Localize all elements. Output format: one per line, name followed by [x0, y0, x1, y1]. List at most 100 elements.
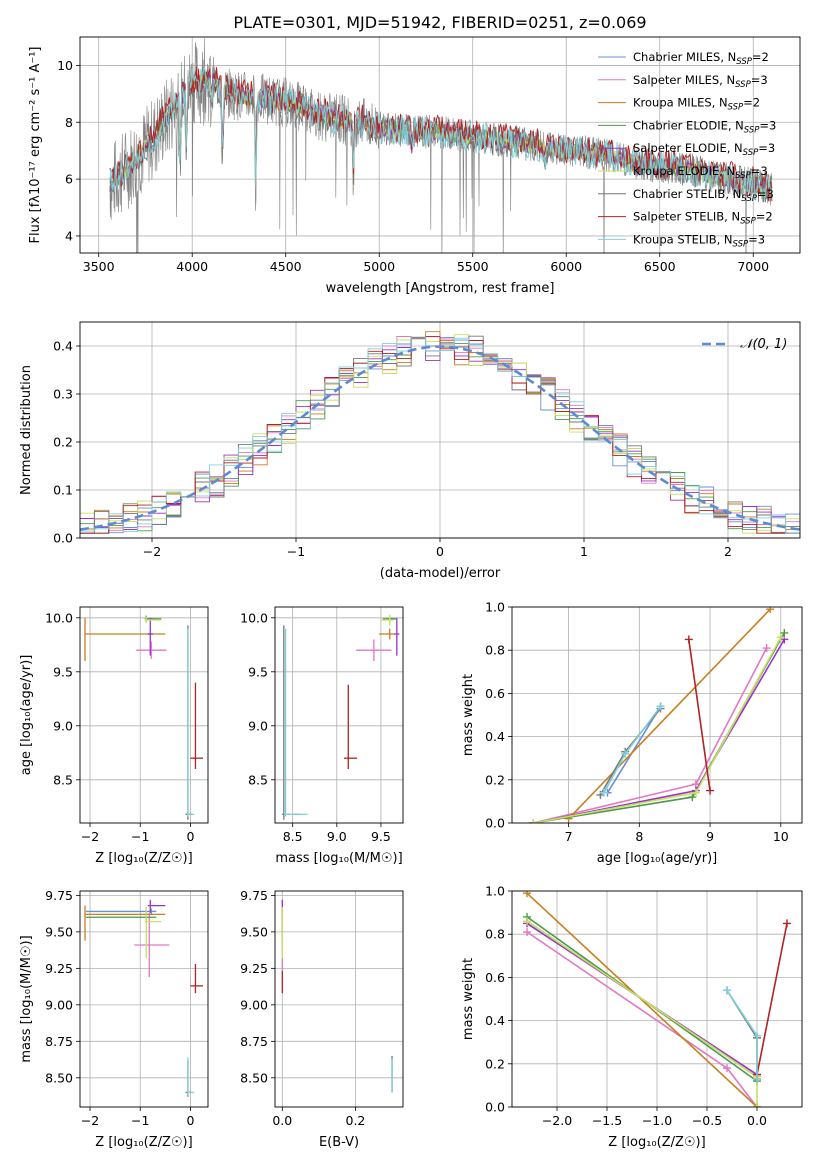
y-tick-label: 0.2: [485, 1056, 505, 1071]
x-tick-label: 1: [580, 544, 588, 559]
plus-marker: [684, 635, 693, 644]
plus-marker: [706, 786, 715, 795]
plus-marker: [529, 819, 538, 823]
legend-label: Chabrier STELIB, NSSP=3: [633, 187, 774, 204]
y-tick-label: 8.75: [240, 1034, 268, 1049]
plus-marker: [599, 788, 608, 797]
mass-weight-series-line: [568, 608, 771, 820]
y-tick-label: 9.75: [45, 888, 73, 903]
errorbar-point: [356, 639, 392, 661]
y-axis-label: Normed distribution: [19, 365, 34, 495]
y-tick-label: 10: [57, 58, 73, 73]
x-axis-label: age [log₁₀(age/yr)]: [597, 851, 718, 866]
plus-marker: [723, 986, 731, 995]
normal-curve: [80, 345, 800, 531]
y-tick-label: 9.00: [45, 997, 73, 1012]
x-tick-label: −1.0: [642, 1113, 672, 1128]
x-axis-label: wavelength [Angstrom, rest frame]: [326, 281, 555, 296]
x-tick-label: 5000: [363, 259, 395, 274]
x-tick-label: 0.0: [747, 1113, 767, 1128]
errorbar-point: [134, 912, 170, 978]
y-tick-label: 9.0: [53, 718, 73, 733]
plus-marker: [691, 788, 700, 797]
age_vs_mass-marks: [282, 614, 400, 820]
plus-marker: [656, 702, 665, 711]
legend-label: 𝒩(0, 1): [740, 337, 787, 352]
y-tick-label: 4: [65, 228, 73, 243]
mass-weight-series-line: [533, 638, 785, 823]
plus-marker: [776, 633, 785, 642]
x-tick-label: −2: [81, 829, 99, 844]
plus-marker: [723, 1064, 731, 1073]
x-tick-label: 5500: [457, 259, 489, 274]
x-tick-label: −1.5: [592, 1113, 622, 1128]
age_vs_Z-axes: −2 −1 0 8.5 9.0 9.5 10.0 Z [log₁₀(Z/Z☉)] age [lo…: [19, 606, 209, 866]
errorbar-point: [380, 614, 395, 626]
y-tick-label: 0.2: [53, 435, 73, 450]
plus-marker: [621, 749, 630, 758]
legend-label: Chabrier ELODIE, NSSP=3: [633, 118, 776, 135]
x-tick-label: 6500: [644, 259, 676, 274]
y-axis-label: mass [log₁₀(M/M☉)]: [19, 935, 34, 1062]
errorbar-point: [144, 616, 162, 624]
x-tick-label: 0: [186, 829, 194, 844]
y-axis-label: mass weight: [461, 674, 476, 756]
x-tick-label: 0.2: [346, 1113, 366, 1128]
errorbar-point: [190, 682, 203, 769]
plot-area: 3500 4000 4500 5000 5500 6000 6500 700046810wav…: [19, 36, 803, 1150]
x-tick-label: 9: [706, 829, 714, 844]
x-tick-label: 8: [635, 829, 643, 844]
y-tick-label: 9.0: [248, 718, 268, 733]
errorbar-point: [190, 963, 203, 994]
plus-marker: [753, 1103, 761, 1107]
x-tick-label: −2: [143, 544, 161, 559]
y-tick-label: 0.8: [485, 927, 505, 942]
x-tick-label: 9.5: [371, 829, 391, 844]
y-tick-label: 6: [65, 172, 73, 187]
x-tick-label: −1: [131, 829, 149, 844]
errorbar-point: [283, 628, 308, 817]
y-tick-label: 0.6: [485, 686, 505, 701]
axes-frame: [79, 36, 801, 254]
y-tick-label: 0.0: [53, 531, 73, 546]
x-axis-label: E(B-V): [319, 1135, 359, 1150]
residual-histogram: [80, 336, 800, 534]
age_vs_Z-marks: [84, 615, 203, 820]
x-tick-label: −2: [81, 1113, 99, 1128]
errorbar-point: [147, 617, 153, 656]
x-tick-label: 3500: [83, 259, 115, 274]
plus-marker: [766, 607, 775, 614]
x-tick-label: −1: [287, 544, 305, 559]
y-tick-label: 9.75: [240, 888, 268, 903]
y-tick-label: 0.1: [53, 483, 73, 498]
errorbar-point: [394, 617, 400, 656]
legend-label: Salpeter MILES, NSSP=3: [633, 73, 768, 90]
x-tick-label: −1: [131, 1113, 149, 1128]
axes-frame: [79, 606, 209, 824]
x-axis-label: Z [log₁₀(Z/Z☉)]: [95, 1135, 192, 1150]
spectrum-legend: Chabrier MILES, NSSP=2 Salpeter MILES, NS…: [598, 50, 776, 249]
legend-label: Kroupa STELIB, NSSP=3: [633, 232, 765, 249]
y-tick-label: 0.6: [485, 970, 505, 985]
y-tick-label: 8.5: [53, 772, 73, 787]
y-tick-label: 8.5: [248, 772, 268, 787]
errorbar-point: [84, 905, 166, 941]
x-tick-label: 0: [436, 544, 444, 559]
legend-label: Salpeter STELIB, NSSP=2: [633, 210, 773, 227]
errorbar-point: [379, 628, 395, 640]
y-tick-label: 0.4: [485, 729, 505, 744]
errorbar-point: [84, 617, 166, 661]
mass-weight-series-line: [526, 920, 758, 1107]
y-tick-label: 9.50: [45, 924, 73, 939]
x-tick-label: 7000: [737, 259, 769, 274]
x-tick-label: 7: [565, 829, 573, 844]
y-axis-label: mass weight: [461, 958, 476, 1040]
y-axis-label: age [log₁₀(age/yr)]: [19, 655, 34, 776]
x-tick-label: −2.0: [542, 1113, 572, 1128]
axes-frame: [79, 890, 209, 1108]
legend-label: Chabrier MILES, NSSP=2: [633, 50, 769, 67]
x-tick-label: 0.0: [272, 1113, 292, 1128]
mass_vs_Z-axes: −2 −1 0 8.50 8.75 9.00 9.25 9.50 9.75 Z [log₁₀(Z/…: [19, 888, 209, 1150]
y-tick-label: 9.5: [248, 664, 268, 679]
